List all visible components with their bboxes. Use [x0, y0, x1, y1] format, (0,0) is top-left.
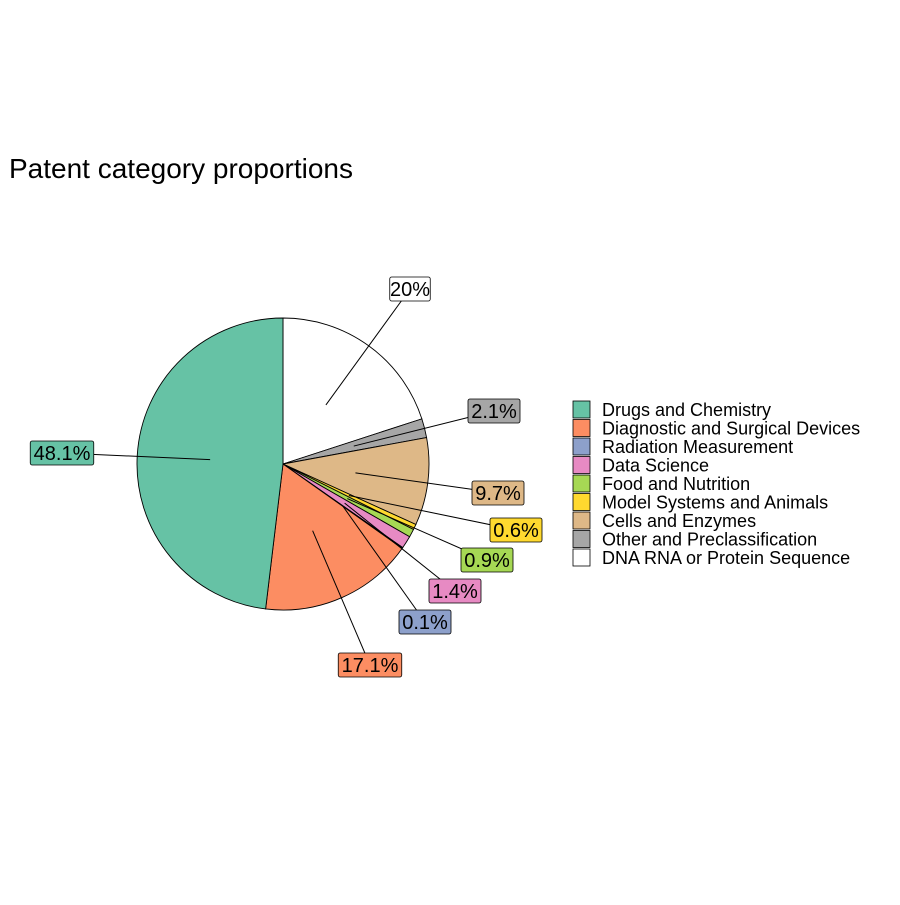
legend-item-cells-and-enzymes: Cells and Enzymes	[573, 511, 756, 531]
legend-label: Diagnostic and Surgical Devices	[602, 419, 860, 439]
legend-label: Radiation Measurement	[602, 437, 793, 457]
data-label-text: 9.7%	[475, 483, 521, 505]
legend-item-model-systems-and-animals: Model Systems and Animals	[573, 493, 828, 513]
data-label-dna-rna-or-protein-sequence: 20%	[390, 277, 431, 301]
data-label-cells-and-enzymes: 9.7%	[472, 481, 524, 505]
chart-title: Patent category proportions	[9, 153, 353, 185]
data-label-text: 1.4%	[432, 581, 478, 603]
data-label-text: 0.1%	[402, 612, 448, 634]
legend-item-food-and-nutrition: Food and Nutrition	[573, 474, 750, 494]
legend-item-radiation-measurement: Radiation Measurement	[573, 437, 793, 457]
data-label-text: 2.1%	[471, 401, 517, 423]
legend-label: Data Science	[602, 456, 709, 476]
legend-item-other-and-preclassification: Other and Preclassification	[573, 530, 817, 550]
data-label-radiation-measurement: 0.1%	[399, 610, 451, 634]
legend-swatch	[573, 531, 590, 548]
legend-label: DNA RNA or Protein Sequence	[602, 548, 850, 568]
pie-slice-drugs-and-chemistry	[137, 318, 283, 609]
legend-item-data-science: Data Science	[573, 456, 709, 476]
data-label-text: 0.9%	[464, 550, 510, 572]
data-label-diagnostic-and-surgical-devices: 17.1%	[338, 653, 402, 677]
legend-item-diagnostic-and-surgical-devices: Diagnostic and Surgical Devices	[573, 419, 860, 439]
legend-swatch	[573, 420, 590, 437]
data-label-text: 17.1%	[342, 655, 399, 677]
data-label-food-and-nutrition: 0.9%	[461, 548, 513, 572]
data-label-text: 20%	[390, 279, 430, 301]
legend-swatch	[573, 512, 590, 529]
legend-swatch	[573, 401, 590, 418]
data-label-model-systems-and-animals: 0.6%	[490, 518, 542, 542]
legend-swatch	[573, 475, 590, 492]
legend-swatch	[573, 494, 590, 511]
data-label-text: 0.6%	[493, 520, 539, 542]
legend-label: Model Systems and Animals	[602, 493, 828, 513]
legend-swatch	[573, 457, 590, 474]
legend-label: Food and Nutrition	[602, 474, 750, 494]
legend-label: Cells and Enzymes	[602, 511, 756, 531]
data-label-data-science: 1.4%	[429, 579, 481, 603]
data-label-drugs-and-chemistry: 48.1%	[30, 441, 94, 465]
data-label-text: 48.1%	[34, 443, 91, 465]
legend-swatch	[573, 549, 590, 566]
legend: Drugs and ChemistryDiagnostic and Surgic…	[573, 400, 860, 568]
legend-item-dna-rna-or-protein-sequence: DNA RNA or Protein Sequence	[573, 548, 850, 568]
legend-swatch	[573, 438, 590, 455]
legend-label: Other and Preclassification	[602, 530, 817, 550]
legend-label: Drugs and Chemistry	[602, 400, 771, 420]
data-label-other-and-preclassification: 2.1%	[468, 399, 520, 423]
legend-item-drugs-and-chemistry: Drugs and Chemistry	[573, 400, 771, 420]
